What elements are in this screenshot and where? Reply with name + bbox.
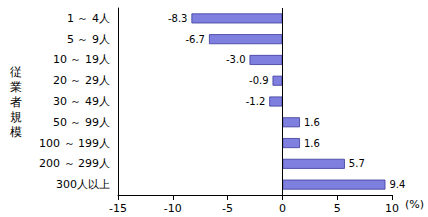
svg-text:0: 0 bbox=[279, 202, 286, 215]
svg-text:10: 10 bbox=[385, 202, 399, 215]
svg-text:1.6: 1.6 bbox=[304, 117, 320, 128]
svg-text:300人以上: 300人以上 bbox=[56, 178, 110, 191]
svg-text:1.6: 1.6 bbox=[304, 138, 320, 149]
svg-text:-5: -5 bbox=[222, 202, 233, 215]
svg-text:1 ～ 4人: 1 ～ 4人 bbox=[67, 12, 110, 25]
svg-text:規: 規 bbox=[10, 110, 22, 124]
svg-text:業: 業 bbox=[10, 80, 22, 94]
svg-text:模: 模 bbox=[10, 125, 22, 139]
svg-text:5: 5 bbox=[334, 202, 341, 215]
svg-text:-15: -15 bbox=[109, 202, 127, 215]
svg-text:-0.9: -0.9 bbox=[249, 75, 269, 86]
svg-text:5.7: 5.7 bbox=[349, 158, 365, 169]
svg-text:200 ～ 299人: 200 ～ 299人 bbox=[39, 157, 110, 170]
svg-text:20 ～ 29人: 20 ～ 29人 bbox=[53, 74, 110, 87]
svg-text:者: 者 bbox=[10, 95, 22, 109]
svg-text:(%): (%) bbox=[405, 198, 424, 211]
svg-text:-1.2: -1.2 bbox=[246, 96, 266, 107]
svg-text:5 ～ 9人: 5 ～ 9人 bbox=[67, 33, 110, 46]
svg-text:9.4: 9.4 bbox=[389, 179, 405, 190]
svg-text:-10: -10 bbox=[164, 202, 182, 215]
svg-text:50 ～ 99人: 50 ～ 99人 bbox=[53, 116, 110, 129]
svg-text:100 ～ 199人: 100 ～ 199人 bbox=[39, 137, 110, 150]
svg-text:30 ～ 49人: 30 ～ 49人 bbox=[53, 95, 110, 108]
svg-text:-3.0: -3.0 bbox=[226, 54, 246, 65]
svg-text:-8.3: -8.3 bbox=[168, 13, 188, 24]
svg-text:10 ～ 19人: 10 ～ 19人 bbox=[53, 53, 110, 66]
svg-text:-6.7: -6.7 bbox=[185, 34, 205, 45]
svg-text:従: 従 bbox=[10, 65, 22, 79]
